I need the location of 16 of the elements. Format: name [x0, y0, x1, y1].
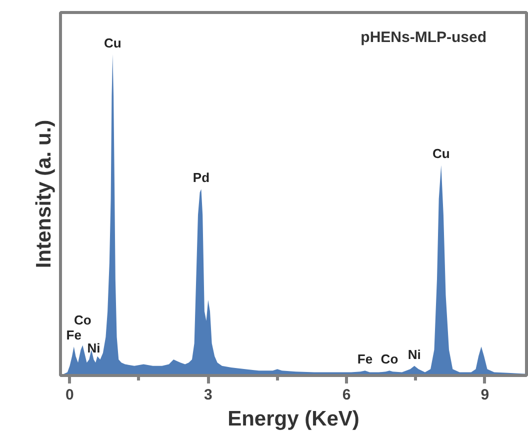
annotation: Ni [87, 340, 100, 356]
x-axis-title: Energy (KeV) [228, 408, 360, 430]
annotation: Cu [432, 146, 450, 162]
y-axis-title: Intensity (a. u.) [32, 120, 56, 268]
x-tick-label: 9 [480, 386, 490, 404]
annotation: Fe [357, 352, 373, 367]
x-tick-label: 3 [204, 386, 212, 404]
annotation: Co [74, 312, 92, 328]
annotation: Co [380, 352, 398, 367]
text: pHENs-MLP-used [360, 29, 487, 46]
annotation: Fe [66, 328, 82, 343]
annotation: Cu [104, 35, 122, 50]
annotation: Pd [192, 170, 210, 186]
annotation: Ni [408, 346, 421, 362]
x-tick-label: 0 [66, 386, 74, 404]
x-tick-label: 6 [342, 386, 351, 404]
